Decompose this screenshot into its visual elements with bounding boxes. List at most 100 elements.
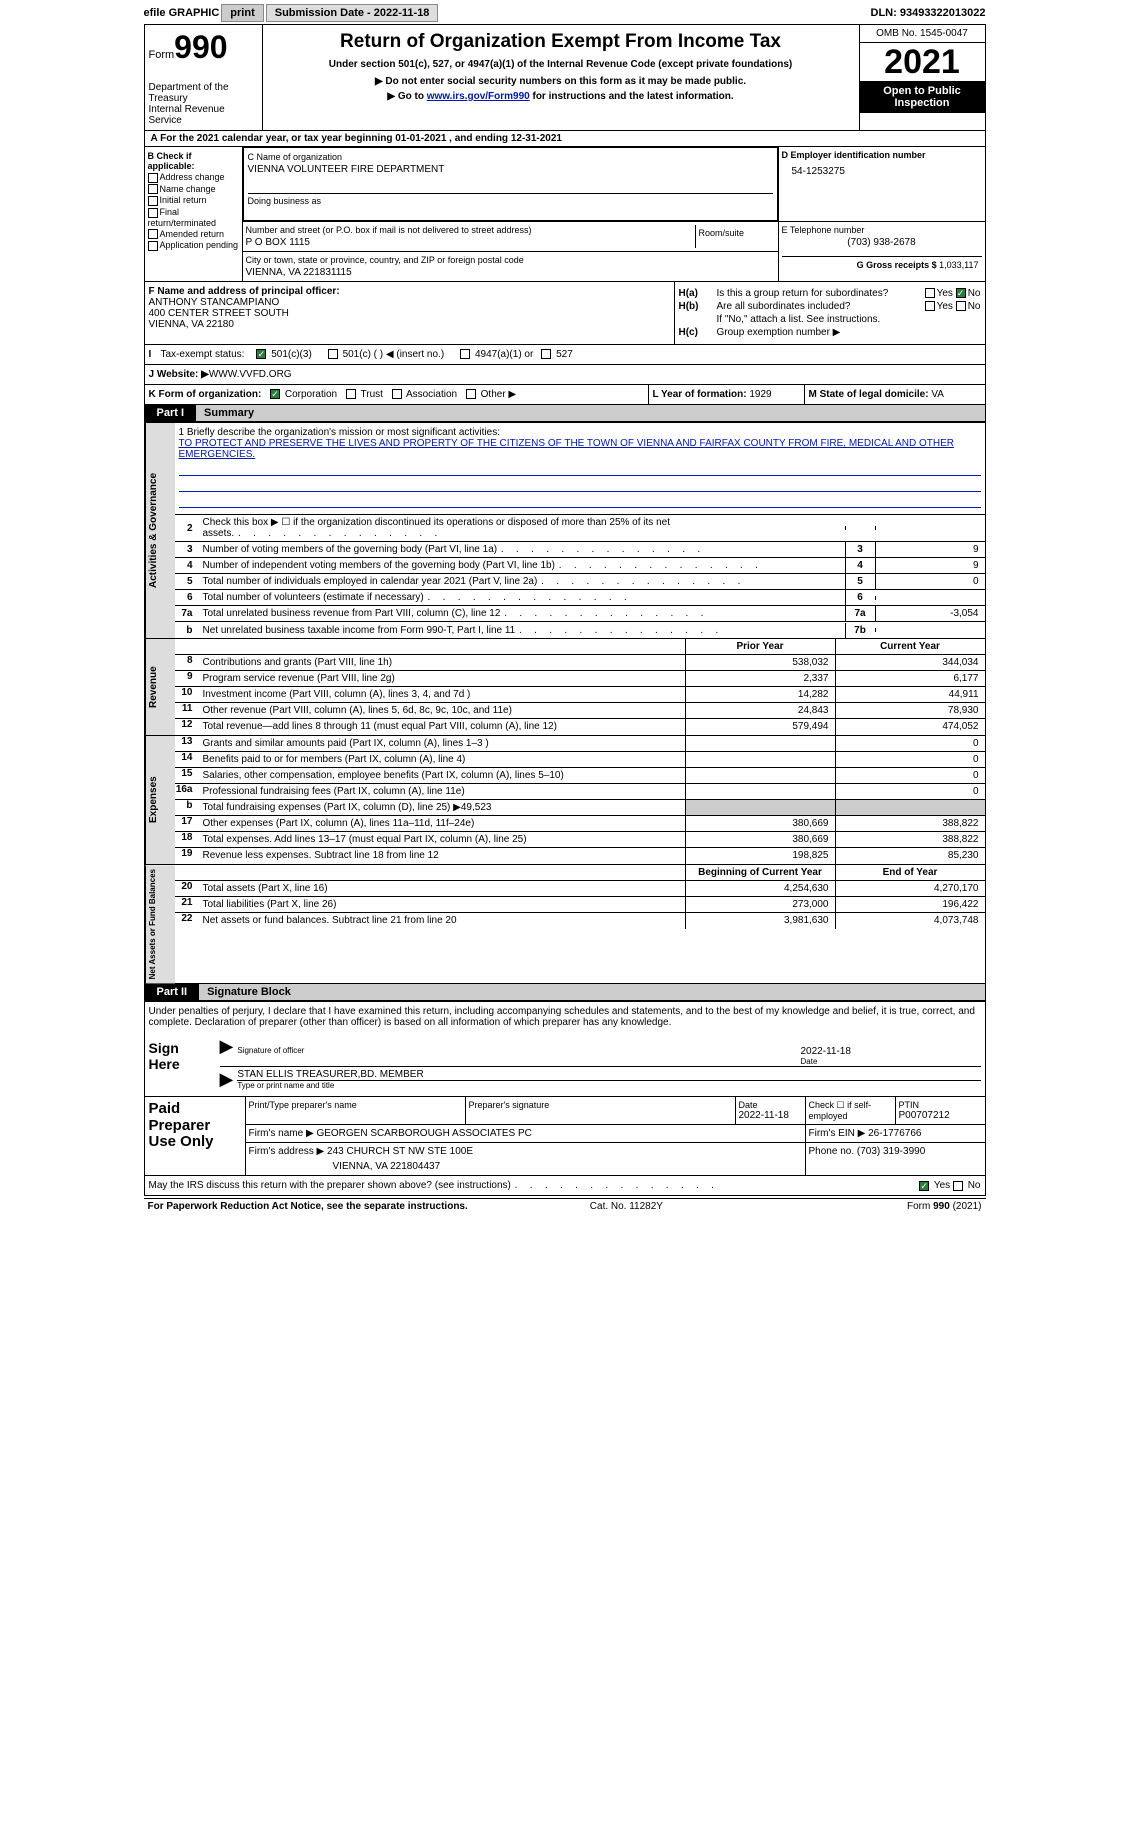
ha-no[interactable]	[956, 288, 966, 298]
ha-yes[interactable]	[925, 288, 935, 298]
ptin-label: PTIN	[899, 1100, 982, 1110]
part1-title: Summary	[196, 405, 984, 422]
print-button[interactable]: print	[221, 4, 263, 22]
officer-addr1: 400 CENTER STREET SOUTH	[149, 308, 670, 319]
preparer-block: Paid Preparer Use Only Print/Type prepar…	[144, 1097, 986, 1176]
note2: ▶ Go to www.irs.gov/Form990 for instruct…	[267, 91, 855, 102]
preparer-label: Paid Preparer Use Only	[145, 1097, 245, 1175]
irs-label: Internal Revenue Service	[149, 104, 258, 126]
arrow-icon: ▶	[220, 1069, 234, 1090]
chk-trust[interactable]	[346, 389, 356, 399]
chk-527[interactable]	[541, 349, 551, 359]
side-rev: Revenue	[145, 639, 175, 735]
chk-app-pending[interactable]	[148, 241, 158, 251]
section-b-label: B Check if applicable:	[148, 151, 239, 171]
footer-right: Form 990 (2021)	[907, 1201, 981, 1212]
city-label: City or town, state or province, country…	[246, 255, 775, 265]
line-item: 13Grants and similar amounts paid (Part …	[175, 736, 985, 752]
tel-label: E Telephone number	[782, 225, 982, 235]
chk-other[interactable]	[466, 389, 476, 399]
discuss-row: May the IRS discuss this return with the…	[144, 1176, 986, 1196]
row-a: A For the 2021 calendar year, or tax yea…	[144, 131, 986, 147]
website-label: J Website: ▶	[149, 369, 209, 380]
chk-assoc[interactable]	[392, 389, 402, 399]
dept-label: Department of the Treasury	[149, 82, 258, 104]
city-value: VIENNA, VA 221831115	[246, 267, 775, 278]
open-public-label: Open to Public Inspection	[860, 81, 985, 113]
sign-here-block: Sign Here ▶ Signature of officer 2022-11…	[144, 1032, 986, 1097]
line-item: 3Number of voting members of the governi…	[175, 542, 985, 558]
chk-initial-return[interactable]	[148, 196, 158, 206]
line-item: 21Total liabilities (Part X, line 26)273…	[175, 897, 985, 913]
chk-address-change[interactable]	[148, 173, 158, 183]
firm-addr1: 243 CHURCH ST NW STE 100E	[327, 1146, 473, 1157]
chk-amended[interactable]	[148, 229, 158, 239]
sig-declaration: Under penalties of perjury, I declare th…	[144, 1002, 986, 1032]
irs-link[interactable]: www.irs.gov/Form990	[427, 91, 530, 102]
mission-text: TO PROTECT AND PRESERVE THE LIVES AND PR…	[179, 438, 981, 460]
phone-label: Phone no.	[809, 1146, 857, 1157]
prep-sig-label: Preparer's signature	[469, 1100, 732, 1110]
netassets-section: Net Assets or Fund Balances Beginning of…	[144, 865, 986, 984]
chk-corp[interactable]	[270, 389, 280, 399]
chk-name-change[interactable]	[148, 184, 158, 194]
self-emp-check: Check ☐ if self-employed	[805, 1097, 895, 1124]
line-item: 5Total number of individuals employed in…	[175, 574, 985, 590]
discuss-text: May the IRS discuss this return with the…	[149, 1180, 511, 1191]
line-item: 17Other expenses (Part IX, column (A), l…	[175, 816, 985, 832]
street-label: Number and street (or P.O. box if mail i…	[246, 225, 695, 235]
ein-label: D Employer identification number	[782, 150, 982, 160]
chk-4947[interactable]	[460, 349, 470, 359]
main-title: Return of Organization Exempt From Incom…	[267, 31, 855, 53]
tax-status-label: Tax-exempt status:	[161, 349, 245, 360]
line-item: 9Program service revenue (Part VIII, lin…	[175, 671, 985, 687]
line-item: 16aProfessional fundraising fees (Part I…	[175, 784, 985, 800]
line-item: 11Other revenue (Part VIII, column (A), …	[175, 703, 985, 719]
hb-note: If "No," attach a list. See instructions…	[717, 314, 981, 325]
chk-501c[interactable]	[328, 349, 338, 359]
dba-label: Doing business as	[248, 193, 773, 206]
prep-print-label: Print/Type preparer's name	[249, 1100, 462, 1110]
org-name: VIENNA VOLUNTEER FIRE DEPARTMENT	[248, 164, 773, 175]
hb-text: Are all subordinates included?	[717, 301, 925, 312]
arrow-icon: ▶	[220, 1036, 234, 1066]
chk-final-return[interactable]	[148, 208, 158, 218]
firm-ein-label: Firm's EIN ▶	[809, 1128, 866, 1139]
footer: For Paperwork Reduction Act Notice, see …	[144, 1198, 986, 1214]
room-label: Room/suite	[695, 225, 775, 248]
ha-text: Is this a group return for subordinates?	[717, 288, 925, 299]
hb-no[interactable]	[956, 301, 966, 311]
line-item: 4Number of independent voting members of…	[175, 558, 985, 574]
tax-year: 2021	[860, 43, 985, 81]
line-item: bNet unrelated business taxable income f…	[175, 622, 985, 638]
side-ag: Activities & Governance	[145, 423, 175, 638]
line-item: 8Contributions and grants (Part VIII, li…	[175, 655, 985, 671]
f-label: F Name and address of principal officer:	[149, 286, 670, 297]
row-j: J Website: ▶ WWW.VVFD.ORG	[144, 365, 986, 385]
discuss-no[interactable]	[953, 1181, 963, 1191]
officer-name-title: STAN ELLIS TREASURER,BD. MEMBER	[237, 1069, 980, 1081]
discuss-yes[interactable]	[919, 1181, 929, 1191]
line-item: 15Salaries, other compensation, employee…	[175, 768, 985, 784]
submission-date-label: Submission Date - 2022-11-18	[266, 4, 439, 22]
form-header: Form990 Department of the Treasury Inter…	[144, 24, 986, 131]
hdr-current-year: Current Year	[835, 639, 985, 654]
prep-date-label: Date	[739, 1100, 802, 1110]
fgh-section: F Name and address of principal officer:…	[144, 282, 986, 345]
topbar: efile GRAPHIC print Submission Date - 20…	[144, 4, 986, 22]
officer-name: ANTHONY STANCAMPIANO	[149, 297, 670, 308]
firm-name: GEORGEN SCARBOROUGH ASSOCIATES PC	[316, 1128, 531, 1139]
line-item: 20Total assets (Part X, line 16)4,254,63…	[175, 881, 985, 897]
firm-addr2: VIENNA, VA 221804437	[333, 1161, 802, 1172]
tel-value: (703) 938-2678	[782, 237, 982, 248]
hb-yes[interactable]	[925, 301, 935, 311]
sig-date-label: Date	[801, 1057, 818, 1066]
footer-mid: Cat. No. 11282Y	[590, 1201, 663, 1212]
line-item: 12Total revenue—add lines 8 through 11 (…	[175, 719, 985, 735]
expenses-section: Expenses 13Grants and similar amounts pa…	[144, 736, 986, 865]
row-klm: K Form of organization: Corporation Trus…	[144, 385, 986, 405]
form-org-label: K Form of organization:	[149, 389, 262, 400]
gross-label: G Gross receipts $	[857, 260, 940, 270]
entity-section: B Check if applicable: Address change Na…	[144, 147, 986, 282]
chk-501c3[interactable]	[256, 349, 266, 359]
